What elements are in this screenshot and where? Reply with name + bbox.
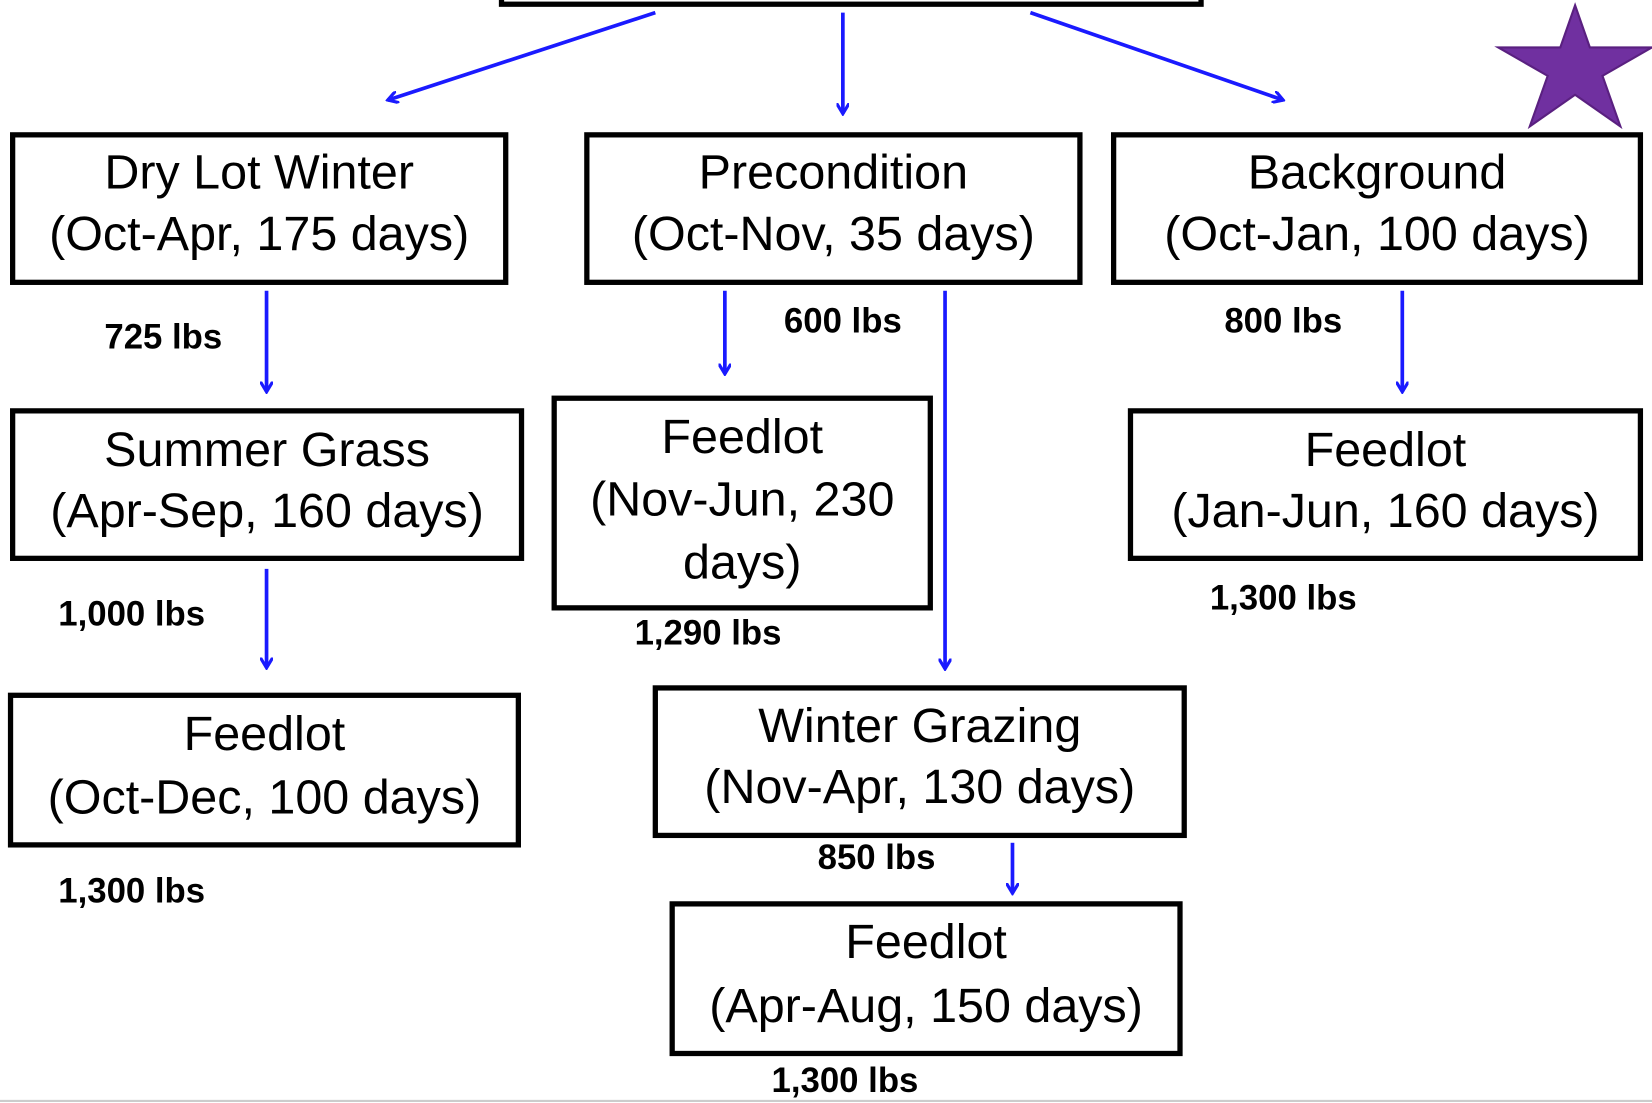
node-label: (Nov-Apr, 130 days) [704,760,1135,814]
top-box [498,0,1204,7]
node-box [7,692,521,848]
node-box [10,408,525,561]
node-label: Feedlot [1305,423,1467,477]
arrow [1029,10,1283,100]
star [1494,2,1652,130]
weight-label: 1,300 lbs [58,873,205,911]
node-label: (Nov-Jun, 230 [590,472,894,526]
node-label: Feedlot [184,707,346,761]
node-label: (Jan-Jun, 160 days) [1171,484,1599,538]
arrow [388,10,656,100]
node-label: (Oct-Dec, 100 days) [48,770,482,824]
node-label: (Apr-Aug, 150 days) [709,979,1143,1033]
node-label: Summer Grass [104,423,430,477]
node-label: (Oct-Apr, 175 days) [49,207,469,261]
node-label: Winter Grazing [758,699,1081,753]
node-label: days) [683,536,801,590]
node-label: (Apr-Sep, 160 days) [50,484,484,538]
weight-label: 850 lbs [818,839,936,877]
node-label: (Oct-Nov, 35 days) [632,207,1035,261]
weight-label: 1,300 lbs [1210,580,1357,618]
node-box [10,132,509,285]
weight-label: 725 lbs [104,318,222,356]
node-box [584,132,1083,285]
node-box [1110,132,1644,285]
weight-label: 1,300 lbs [772,1062,919,1100]
node-label: Background [1248,146,1507,200]
weight-label: 1,000 lbs [58,595,205,633]
node-label: Dry Lot Winter [104,146,414,200]
node-box [551,395,933,611]
node-box [652,685,1187,839]
weight-label: 800 lbs [1224,303,1342,341]
arrows [267,10,1403,894]
node-label: Feedlot [661,410,823,464]
node-label: (Oct-Jan, 100 days) [1164,207,1590,261]
weight-label: 600 lbs [784,303,902,341]
node-box [669,901,1183,1057]
weight-label: 1,290 lbs [635,614,782,652]
node-label: Feedlot [845,915,1007,969]
node-box [1127,408,1644,561]
node-label: Precondition [699,146,968,200]
